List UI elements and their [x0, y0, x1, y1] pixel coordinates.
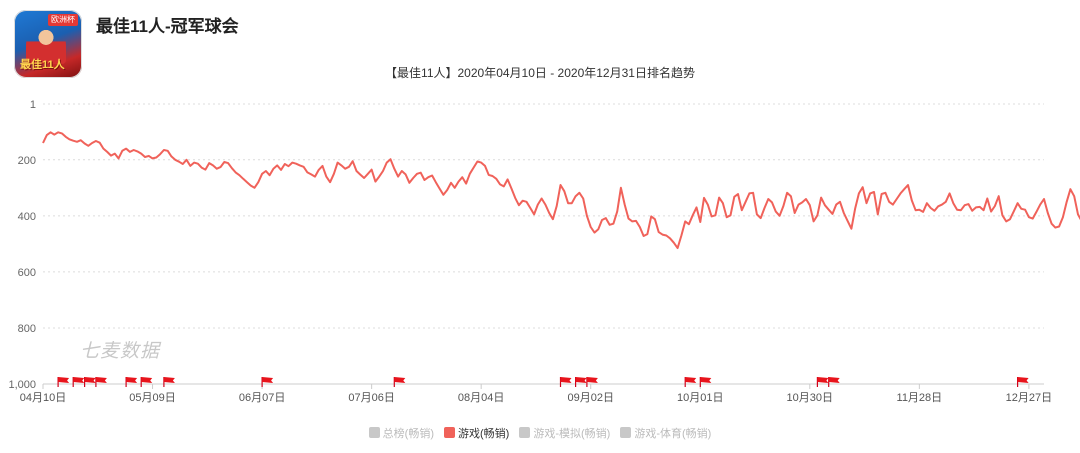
x-tick-label: 12月27日: [1006, 392, 1052, 404]
event-flag-icon[interactable]: [140, 377, 153, 387]
y-tick-label: 1,000: [8, 379, 36, 391]
legend-label: 游戏-模拟(畅销): [533, 428, 611, 440]
x-tick-label: 05月09日: [129, 392, 175, 404]
event-flag-icon[interactable]: [828, 377, 840, 387]
event-flag-icon[interactable]: [125, 377, 138, 387]
x-tick-label: 11月28日: [897, 392, 943, 404]
event-flag-icon[interactable]: [684, 377, 697, 387]
event-flag-icon[interactable]: [699, 377, 712, 387]
x-tick-label: 08月04日: [458, 392, 504, 404]
x-tick-label: 10月30日: [787, 392, 833, 404]
x-tick-label: 06月07日: [239, 392, 285, 404]
x-tick-label: 04月10日: [20, 392, 66, 404]
event-flag-icon[interactable]: [816, 377, 829, 387]
player-figure-icon: [26, 26, 66, 64]
x-tick-label: 09月02日: [567, 392, 613, 404]
watermark: 七麦数据: [80, 341, 161, 362]
legend-item[interactable]: 游戏-体育(畅销): [620, 425, 711, 441]
x-tick-label: 07月06日: [348, 392, 394, 404]
event-flag-icon[interactable]: [393, 377, 406, 387]
series-line-game-grossing: [42, 131, 1080, 250]
legend-swatch: [368, 427, 380, 438]
chart-title: 【最佳11人】2020年04月10日 - 2020年12月31日排名趋势: [385, 66, 695, 80]
legend-item[interactable]: 总榜(畅销): [368, 425, 434, 441]
chart-legend: 总榜(畅销) 游戏(畅销) 游戏-模拟(畅销) 游戏-体育(畅销): [0, 425, 1080, 441]
x-tick-label: 10月01日: [677, 392, 723, 404]
event-flag-icon[interactable]: [1016, 377, 1029, 387]
legend-label: 游戏(畅销): [458, 428, 510, 440]
y-tick-label: 600: [18, 267, 36, 279]
y-tick-label: 1: [30, 99, 36, 111]
legend-swatch: [519, 427, 531, 438]
event-flag-icon[interactable]: [574, 377, 587, 387]
legend-label: 总榜(畅销): [382, 428, 434, 440]
app-title: 最佳11人-冠军球会: [96, 17, 239, 36]
legend-swatch: [620, 427, 632, 438]
event-flag-icon[interactable]: [95, 377, 107, 387]
event-flag-icon[interactable]: [72, 377, 85, 387]
app-icon[interactable]: 欧洲杯 最佳11人: [14, 10, 82, 78]
event-flag-icon[interactable]: [163, 377, 175, 387]
event-flag-icon[interactable]: [586, 377, 598, 387]
y-tick-label: 400: [18, 211, 36, 223]
legend-swatch: [444, 427, 455, 438]
event-flag-icon[interactable]: [57, 377, 70, 387]
app-icon-badge: 欧洲杯: [48, 14, 78, 26]
event-flag-icon[interactable]: [261, 377, 274, 387]
legend-label: 游戏-体育(畅销): [634, 428, 712, 440]
event-flag-icon[interactable]: [83, 377, 96, 387]
y-tick-label: 800: [18, 323, 36, 335]
legend-item[interactable]: 游戏(畅销): [444, 425, 509, 441]
app-icon-logo: 最佳11人: [20, 59, 65, 71]
event-flag-icon[interactable]: [559, 377, 572, 387]
legend-item[interactable]: 游戏-模拟(畅销): [519, 425, 610, 441]
app-header: 欧洲杯 最佳11人 最佳11人-冠军球会: [14, 10, 534, 80]
y-tick-label: 200: [18, 155, 36, 167]
